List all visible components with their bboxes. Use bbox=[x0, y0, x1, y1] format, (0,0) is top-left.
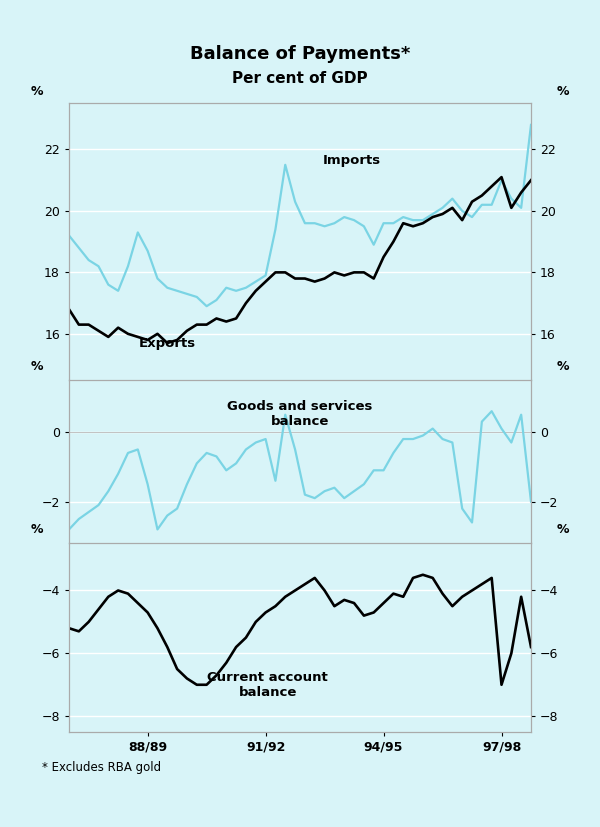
Text: Imports: Imports bbox=[323, 154, 381, 167]
Text: %: % bbox=[557, 85, 569, 98]
Text: %: % bbox=[31, 361, 43, 373]
Text: %: % bbox=[31, 85, 43, 98]
Text: Per cent of GDP: Per cent of GDP bbox=[232, 71, 368, 86]
Text: Goods and services
balance: Goods and services balance bbox=[227, 399, 373, 428]
Text: * Excludes RBA gold: * Excludes RBA gold bbox=[42, 761, 161, 774]
Text: %: % bbox=[557, 361, 569, 373]
Text: Balance of Payments*: Balance of Payments* bbox=[190, 45, 410, 63]
Text: %: % bbox=[31, 523, 43, 536]
Text: Current account
balance: Current account balance bbox=[207, 671, 328, 699]
Text: %: % bbox=[557, 523, 569, 536]
Text: Exports: Exports bbox=[139, 337, 196, 350]
